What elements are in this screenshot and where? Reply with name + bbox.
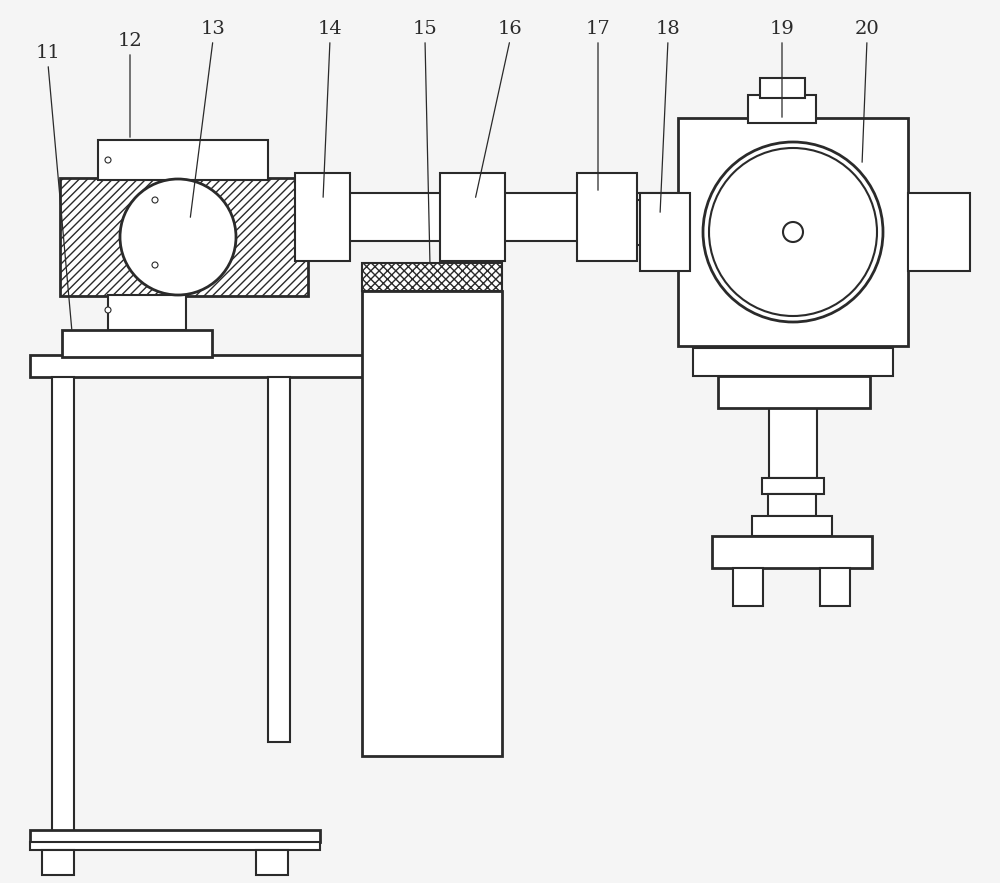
- Circle shape: [105, 157, 111, 163]
- Text: 16: 16: [498, 20, 522, 38]
- Bar: [30, 355, 490, 377]
- Circle shape: [709, 148, 877, 316]
- Bar: [768, 494, 816, 516]
- Circle shape: [152, 262, 158, 268]
- Bar: [362, 263, 502, 291]
- Circle shape: [120, 179, 236, 295]
- Text: 17: 17: [586, 20, 610, 38]
- Circle shape: [152, 197, 158, 203]
- Bar: [748, 95, 816, 123]
- Text: 11: 11: [36, 44, 60, 62]
- Bar: [62, 330, 212, 357]
- Bar: [256, 850, 288, 875]
- Bar: [769, 408, 817, 478]
- Bar: [42, 850, 74, 875]
- Bar: [440, 173, 505, 261]
- Bar: [640, 193, 690, 271]
- Bar: [693, 348, 893, 376]
- Bar: [712, 536, 872, 568]
- Bar: [52, 377, 74, 842]
- Bar: [30, 842, 320, 850]
- Bar: [295, 193, 687, 241]
- Text: 15: 15: [413, 20, 437, 38]
- Text: 18: 18: [656, 20, 680, 38]
- Text: 12: 12: [118, 32, 142, 50]
- Bar: [295, 173, 350, 261]
- Text: 14: 14: [318, 20, 342, 38]
- Bar: [362, 291, 502, 756]
- Bar: [577, 173, 637, 261]
- Bar: [98, 140, 268, 180]
- Circle shape: [783, 222, 803, 242]
- Bar: [908, 193, 970, 271]
- Bar: [30, 830, 320, 842]
- Bar: [752, 516, 832, 536]
- Bar: [678, 118, 908, 346]
- Circle shape: [105, 307, 111, 313]
- Bar: [718, 376, 870, 408]
- Text: 20: 20: [855, 20, 879, 38]
- Bar: [762, 478, 824, 494]
- Bar: [637, 200, 687, 245]
- Bar: [108, 295, 186, 330]
- Bar: [268, 377, 290, 742]
- Bar: [60, 178, 308, 296]
- Text: 13: 13: [201, 20, 225, 38]
- Circle shape: [703, 142, 883, 322]
- Text: 19: 19: [770, 20, 794, 38]
- Bar: [820, 568, 850, 606]
- Bar: [733, 568, 763, 606]
- Bar: [760, 78, 805, 98]
